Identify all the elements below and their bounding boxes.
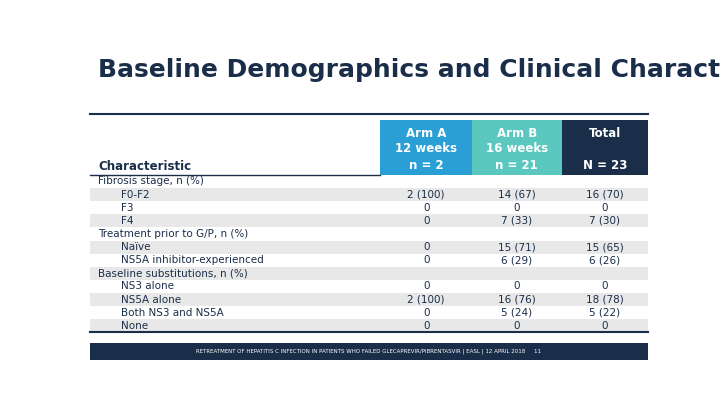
Text: 15 (71): 15 (71) [498, 242, 536, 252]
Text: Baseline Demographics and Clinical Characteristics: Baseline Demographics and Clinical Chara… [99, 58, 720, 82]
Text: NS5A alone: NS5A alone [121, 294, 181, 305]
Text: 16 weeks: 16 weeks [486, 142, 548, 155]
FancyBboxPatch shape [90, 267, 648, 280]
Text: n = 2: n = 2 [409, 159, 444, 172]
Point [376, 173, 384, 177]
Text: F3: F3 [121, 203, 133, 213]
Text: 2 (100): 2 (100) [408, 190, 445, 200]
Text: 0: 0 [513, 281, 520, 292]
FancyBboxPatch shape [90, 293, 648, 306]
FancyBboxPatch shape [562, 120, 648, 175]
Text: 0: 0 [423, 242, 429, 252]
Text: 0: 0 [601, 321, 608, 331]
Text: 12 weeks: 12 weeks [395, 142, 457, 155]
Text: N = 23: N = 23 [582, 159, 627, 172]
Text: 0: 0 [423, 203, 429, 213]
Text: n = 21: n = 21 [495, 159, 539, 172]
Text: Naïve: Naïve [121, 242, 150, 252]
Text: 0: 0 [423, 255, 429, 265]
FancyBboxPatch shape [90, 343, 648, 360]
Text: 0: 0 [423, 308, 429, 318]
Text: 16 (76): 16 (76) [498, 294, 536, 305]
Text: None: None [121, 321, 148, 331]
Text: 6 (26): 6 (26) [589, 255, 621, 265]
Text: 0: 0 [423, 216, 429, 226]
FancyBboxPatch shape [90, 280, 648, 293]
Text: 15 (65): 15 (65) [586, 242, 624, 252]
FancyBboxPatch shape [90, 175, 648, 188]
Text: 7 (30): 7 (30) [589, 216, 620, 226]
Text: 0: 0 [423, 281, 429, 292]
FancyBboxPatch shape [90, 188, 648, 201]
FancyBboxPatch shape [380, 120, 472, 175]
Text: Arm A: Arm A [406, 128, 446, 141]
Text: 0: 0 [513, 203, 520, 213]
Text: 2 (100): 2 (100) [408, 294, 445, 305]
Text: NS3 alone: NS3 alone [121, 281, 174, 292]
Text: 0: 0 [601, 281, 608, 292]
Text: 0: 0 [513, 321, 520, 331]
Text: Baseline substitutions, n (%): Baseline substitutions, n (%) [99, 269, 248, 278]
Text: Arm B: Arm B [497, 128, 537, 141]
Text: 6 (29): 6 (29) [501, 255, 532, 265]
Text: Total: Total [589, 128, 621, 141]
FancyBboxPatch shape [90, 214, 648, 227]
Text: 0: 0 [423, 321, 429, 331]
Text: RETREATMENT OF HEPATITIS C INFECTION IN PATIENTS WHO FAILED GLECAPREVIR/PIBRENTA: RETREATMENT OF HEPATITIS C INFECTION IN … [197, 348, 541, 354]
Text: 5 (24): 5 (24) [501, 308, 532, 318]
FancyBboxPatch shape [472, 120, 562, 175]
Text: Fibrosis stage, n (%): Fibrosis stage, n (%) [99, 177, 204, 186]
Text: 18 (78): 18 (78) [586, 294, 624, 305]
Text: F0-F2: F0-F2 [121, 190, 149, 200]
FancyBboxPatch shape [90, 254, 648, 267]
Text: 5 (22): 5 (22) [589, 308, 621, 318]
Text: 7 (33): 7 (33) [501, 216, 532, 226]
Text: Treatment prior to G/P, n (%): Treatment prior to G/P, n (%) [99, 229, 248, 239]
FancyBboxPatch shape [90, 306, 648, 319]
Text: 0: 0 [601, 203, 608, 213]
FancyBboxPatch shape [90, 201, 648, 214]
Text: F4: F4 [121, 216, 133, 226]
FancyBboxPatch shape [90, 319, 648, 333]
FancyBboxPatch shape [90, 227, 648, 241]
Point [86, 173, 94, 177]
Text: Characteristic: Characteristic [99, 160, 192, 173]
Text: 16 (70): 16 (70) [586, 190, 624, 200]
Text: 14 (67): 14 (67) [498, 190, 536, 200]
Text: NS5A inhibitor-experienced: NS5A inhibitor-experienced [121, 255, 264, 265]
Text: Both NS3 and NS5A: Both NS3 and NS5A [121, 308, 223, 318]
FancyBboxPatch shape [90, 241, 648, 254]
